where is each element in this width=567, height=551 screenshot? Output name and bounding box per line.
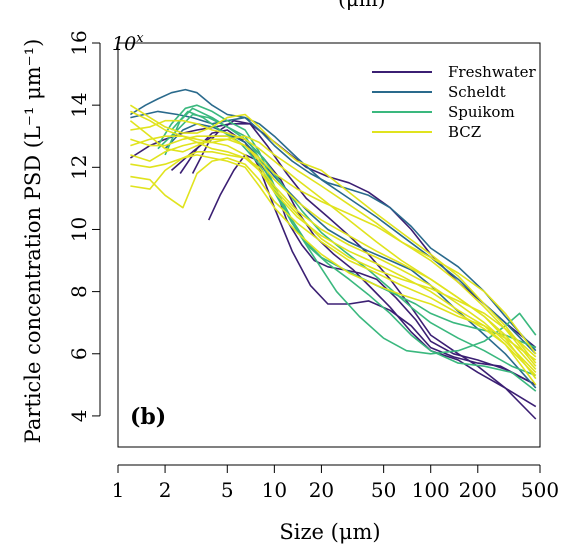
series-line-freshwater-2 bbox=[179, 129, 537, 386]
y-tick-label: 8 bbox=[67, 285, 91, 298]
y-tick-label: 16 bbox=[67, 30, 91, 55]
x-tick-label: 50 bbox=[371, 478, 396, 502]
series-line-freshwater-1 bbox=[129, 123, 537, 349]
series-line-bcz-5 bbox=[130, 135, 537, 380]
series-line-freshwater-3 bbox=[207, 154, 537, 386]
x-tick-label: 100 bbox=[412, 478, 450, 502]
legend-label-spuikom: Spuikom bbox=[448, 103, 515, 121]
series-line-bcz-1 bbox=[129, 104, 537, 364]
series-line-bcz-2 bbox=[129, 120, 537, 367]
x-tick-label: 500 bbox=[521, 478, 559, 502]
series-line-scheldt-2 bbox=[130, 110, 537, 355]
y-tick-label: 6 bbox=[67, 347, 91, 360]
x-tick-label: 1 bbox=[112, 478, 125, 502]
y-exponent-label: 10x bbox=[112, 31, 144, 55]
series-line-scheldt-3 bbox=[164, 123, 537, 389]
x-axis-title: Size (μm) bbox=[279, 520, 380, 544]
series-line-scheldt-1 bbox=[129, 88, 537, 352]
y-tick-label: 10 bbox=[67, 217, 91, 242]
series-line-spuikom-4 bbox=[157, 113, 537, 377]
series-line-bcz-6 bbox=[130, 141, 537, 386]
panel-label: (b) bbox=[130, 404, 166, 430]
x-axis: 1 2 5 10 20 50 100 200 500 bbox=[112, 464, 559, 502]
top-partial-label: (μm) bbox=[338, 0, 386, 11]
series-line-freshwater-4 bbox=[191, 119, 537, 420]
legend-label-bcz: BCZ bbox=[448, 123, 481, 141]
series-lines bbox=[129, 88, 537, 420]
x-tick-label: 200 bbox=[459, 478, 497, 502]
x-tick-label: 2 bbox=[159, 478, 172, 502]
legend: Freshwater Scheldt Spuikom BCZ bbox=[372, 63, 537, 141]
y-axis: 4 6 8 10 12 14 16 bbox=[67, 30, 101, 423]
series-line-spuikom-3 bbox=[170, 110, 537, 355]
y-tick-label: 12 bbox=[67, 155, 91, 180]
series-line-bcz-8 bbox=[130, 154, 537, 361]
x-tick-label: 10 bbox=[262, 478, 287, 502]
y-tick-label: 14 bbox=[67, 92, 91, 117]
series-line-spuikom-1 bbox=[157, 104, 537, 349]
x-tick-label: 5 bbox=[221, 478, 234, 502]
legend-label-freshwater: Freshwater bbox=[448, 63, 537, 81]
series-line-bcz-10 bbox=[130, 135, 537, 358]
x-tick-label: 20 bbox=[309, 478, 334, 502]
y-tick-label: 4 bbox=[67, 410, 91, 423]
series-line-spuikom-2 bbox=[164, 107, 537, 392]
y-axis-title: Particle concentration PSD (L⁻¹ μm⁻¹) bbox=[21, 39, 45, 444]
series-line-bcz-4 bbox=[130, 157, 537, 377]
legend-label-scheldt: Scheldt bbox=[448, 83, 506, 101]
plot-frame bbox=[117, 42, 541, 448]
series-line-bcz-7 bbox=[130, 119, 537, 370]
